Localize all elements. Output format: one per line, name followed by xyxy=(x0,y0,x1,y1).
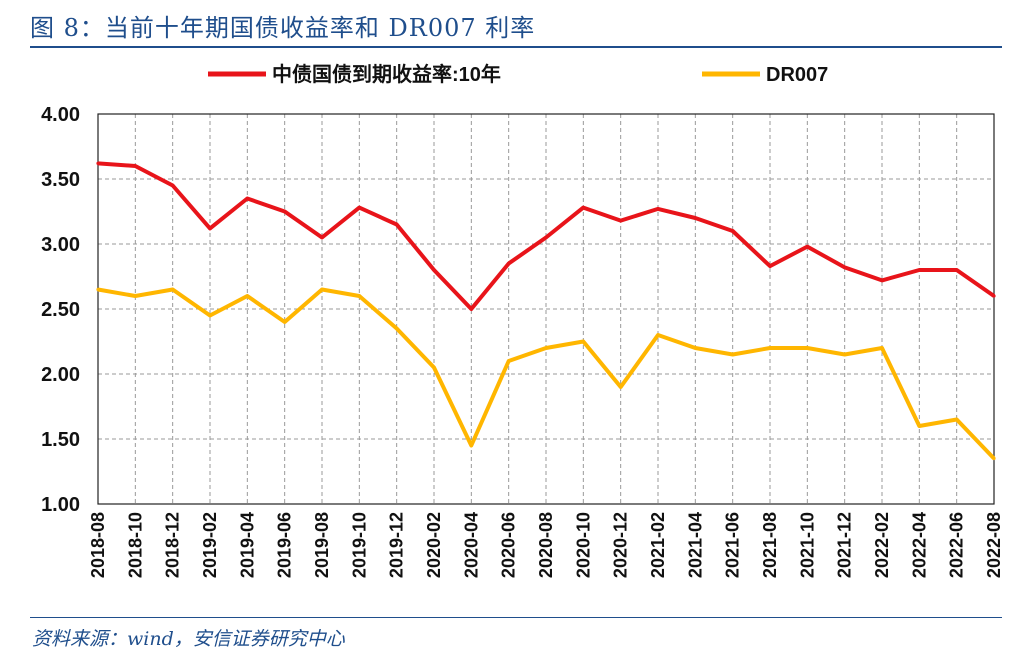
data-point-s0-1 xyxy=(133,164,137,168)
data-point-s0-2 xyxy=(171,183,175,188)
data-point-s0-22 xyxy=(917,268,921,272)
data-point-s1-20 xyxy=(843,352,847,357)
data-point-s0-21 xyxy=(880,278,884,282)
data-point-s0-10 xyxy=(469,307,473,311)
plot-frame xyxy=(97,113,995,505)
data-point-s0-24 xyxy=(992,294,996,298)
chart: 4.003.503.002.502.001.501.00 2018-08 2018… xyxy=(41,62,1004,578)
x-tick-label: 2018-10 xyxy=(125,512,145,578)
data-point-s1-4 xyxy=(245,294,249,298)
data-point-s0-12 xyxy=(544,235,548,240)
x-tick-label: 2020-08 xyxy=(536,512,556,578)
data-point-s1-3 xyxy=(208,313,212,318)
data-point-s0-19 xyxy=(805,245,809,249)
data-point-s1-24 xyxy=(992,456,996,461)
data-point-s0-9 xyxy=(432,268,436,272)
y-axis-ticks: 4.00 3.50 3.00 2.50 2.00 1.50 1.00 xyxy=(41,104,80,516)
x-tick-label: 2022-02 xyxy=(872,512,892,578)
data-point-s0-18 xyxy=(768,264,772,268)
x-tick-label: 2020-10 xyxy=(573,512,593,578)
x-tick-label: 2018-12 xyxy=(163,512,183,578)
chart-series xyxy=(96,161,996,461)
x-tick-label: 2021-10 xyxy=(797,512,817,578)
chart-grid xyxy=(98,114,994,504)
x-tick-label: 2018-08 xyxy=(88,512,108,578)
data-point-s1-2 xyxy=(171,287,175,292)
data-point-s1-18 xyxy=(768,346,772,350)
y-tick-label: 4.00 xyxy=(41,104,80,126)
source-note: 资料来源：wind，安信证券研究中心 xyxy=(32,628,345,650)
legend: 中债国债到期收益率:10年 DR007 xyxy=(208,62,828,86)
y-tick-label: 1.00 xyxy=(41,494,80,516)
x-tick-label: 2022-06 xyxy=(947,512,967,578)
x-tick-label: 2021-08 xyxy=(760,512,780,578)
x-tick-label: 2020-06 xyxy=(499,512,519,578)
legend-label-1: DR007 xyxy=(766,64,828,86)
data-point-s0-4 xyxy=(245,196,249,201)
data-point-s1-10 xyxy=(469,443,473,448)
data-point-s1-11 xyxy=(507,359,511,363)
data-point-s1-23 xyxy=(955,417,959,422)
data-point-s1-14 xyxy=(619,385,623,389)
figure-title: 图 8：当前十年期国债收益率和 DR007 利率 xyxy=(30,14,536,42)
x-tick-label: 2019-08 xyxy=(312,512,332,578)
data-point-s1-0 xyxy=(96,287,100,292)
data-point-s0-5 xyxy=(283,209,287,214)
data-point-s0-3 xyxy=(208,226,212,230)
x-tick-label: 2019-12 xyxy=(387,512,407,578)
data-point-s1-17 xyxy=(731,352,735,357)
y-tick-label: 2.50 xyxy=(41,299,80,321)
x-tick-label: 2020-12 xyxy=(611,512,631,578)
data-point-s1-13 xyxy=(581,339,585,344)
data-point-s1-8 xyxy=(395,326,399,331)
data-point-s0-6 xyxy=(320,235,324,240)
data-point-s0-0 xyxy=(96,161,100,165)
x-axis-ticks: 2018-08 2018-10 2018-12 2019-02 2019-04 2019-… xyxy=(88,512,1004,578)
y-tick-label: 2.00 xyxy=(41,364,80,386)
x-tick-label: 2019-04 xyxy=(237,512,257,578)
data-point-s0-13 xyxy=(581,206,585,210)
data-point-s0-20 xyxy=(843,265,847,269)
x-tick-label: 2022-08 xyxy=(984,512,1004,578)
y-tick-label: 1.50 xyxy=(41,429,80,451)
data-point-s0-14 xyxy=(619,219,623,223)
data-point-s0-15 xyxy=(656,207,660,211)
source-rule xyxy=(30,617,1002,618)
data-point-s0-7 xyxy=(357,206,361,210)
data-point-s0-11 xyxy=(507,261,511,266)
data-point-s1-15 xyxy=(656,333,660,337)
data-point-s1-1 xyxy=(133,294,137,298)
x-tick-label: 2019-06 xyxy=(275,512,295,578)
data-point-s1-22 xyxy=(917,424,921,428)
y-tick-label: 3.50 xyxy=(41,169,80,191)
data-point-s1-16 xyxy=(693,346,697,350)
data-point-s0-8 xyxy=(395,222,399,227)
x-tick-label: 2021-04 xyxy=(685,512,705,578)
data-point-s1-7 xyxy=(357,294,361,298)
data-point-s1-21 xyxy=(880,346,884,350)
data-point-s1-19 xyxy=(805,346,809,350)
x-tick-label: 2019-02 xyxy=(200,512,220,578)
x-tick-label: 2021-02 xyxy=(648,512,668,578)
data-point-s1-6 xyxy=(320,287,324,292)
legend-label-0: 中债国债到期收益率:10年 xyxy=(272,62,501,86)
data-point-s1-5 xyxy=(283,320,287,324)
y-tick-label: 3.00 xyxy=(41,234,80,256)
x-tick-label: 2020-04 xyxy=(461,512,481,578)
x-tick-label: 2021-06 xyxy=(723,512,743,578)
x-tick-label: 2021-12 xyxy=(835,512,855,578)
data-point-s0-23 xyxy=(955,268,959,272)
data-point-s0-17 xyxy=(731,229,735,233)
x-tick-label: 2020-02 xyxy=(424,512,444,578)
data-point-s0-16 xyxy=(693,216,697,220)
data-point-s1-9 xyxy=(432,365,436,370)
title-rule xyxy=(30,46,1002,48)
x-tick-label: 2022-04 xyxy=(909,512,929,578)
data-point-s1-12 xyxy=(544,346,548,350)
x-tick-label: 2019-10 xyxy=(349,512,369,578)
